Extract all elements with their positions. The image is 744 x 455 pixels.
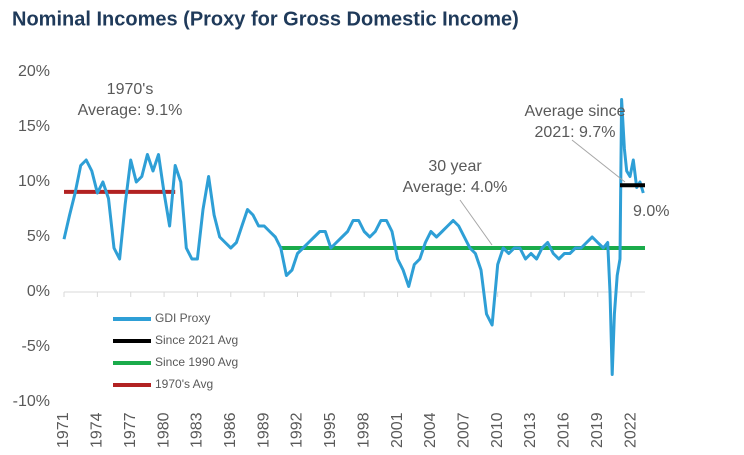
annotation: Average: 4.0%: [403, 179, 508, 196]
x-tick-label: 1980: [155, 412, 172, 448]
annotation: 30 year: [428, 158, 482, 175]
x-tick-label: 2004: [422, 412, 439, 448]
y-tick-label: 20%: [18, 63, 50, 80]
annotation: 2021: 9.7%: [535, 124, 616, 141]
x-tick-label: 1977: [122, 412, 139, 448]
annotation: 9.0%: [633, 203, 669, 220]
legend-label: Since 1990 Avg: [155, 355, 238, 369]
x-tick-label: 2010: [489, 412, 506, 448]
annotation: Average: 9.1%: [78, 102, 183, 119]
x-tick-label: 1995: [322, 412, 339, 448]
chart-title: Nominal Incomes (Proxy for Gross Domesti…: [12, 8, 519, 30]
y-tick-label: 15%: [18, 118, 50, 135]
x-tick-label: 1974: [89, 412, 106, 448]
x-tick-label: 1992: [289, 412, 306, 448]
x-tick-label: 2019: [589, 412, 606, 448]
x-tick-label: 2013: [522, 412, 539, 448]
x-tick-label: 1998: [355, 412, 372, 448]
x-tick-label: 2007: [456, 412, 473, 448]
leader-line: [571, 139, 626, 183]
x-tick-label: 1989: [255, 412, 272, 448]
y-tick-label: -5%: [22, 338, 50, 355]
x-tick-label: 2016: [556, 412, 573, 448]
x-tick-label: 1986: [222, 412, 239, 448]
x-tick-label: 2022: [622, 412, 639, 448]
legend-label: Since 2021 Avg: [155, 333, 238, 347]
x-tick-label: 1971: [55, 412, 72, 448]
legend-label: GDI Proxy: [155, 311, 210, 325]
y-tick-label: 10%: [18, 173, 50, 190]
annotation: Average since: [524, 103, 625, 120]
annotation: 1970's: [107, 81, 154, 98]
x-tick-label: 2001: [389, 412, 406, 448]
leader-line: [459, 199, 493, 246]
x-tick-label: 1983: [189, 412, 206, 448]
y-tick-label: -10%: [13, 393, 50, 410]
y-tick-label: 0%: [27, 283, 50, 300]
data-line: [62, 98, 645, 376]
y-tick-label: 5%: [27, 228, 50, 245]
legend-label: 1970's Avg: [155, 377, 213, 391]
